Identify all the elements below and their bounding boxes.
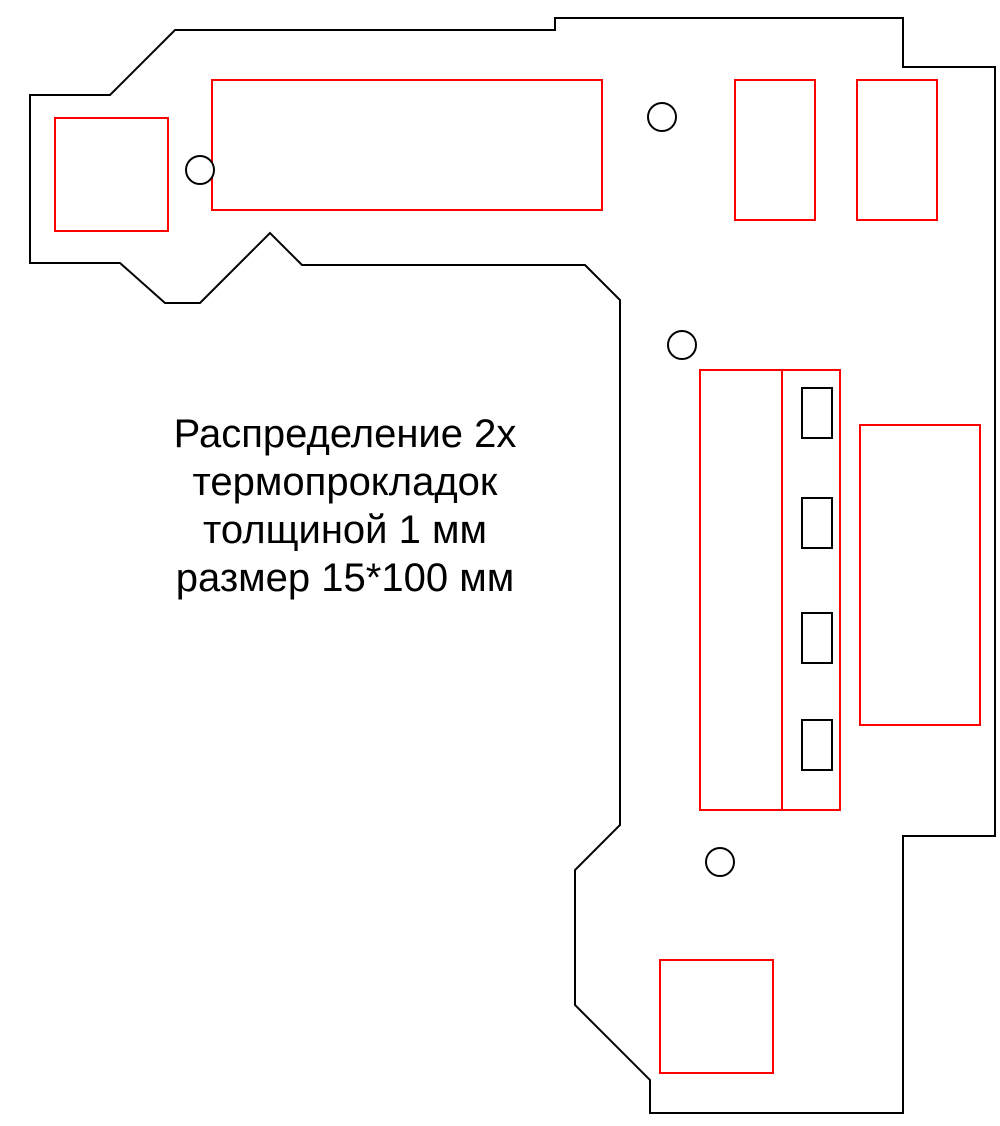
chip-4 xyxy=(802,720,832,770)
pad-top-right-2 xyxy=(857,80,937,220)
caption-text: Распределение 2х термопрокладок толщиной… xyxy=(105,410,585,602)
chip-2 xyxy=(802,498,832,548)
hole-top-right xyxy=(648,103,676,131)
pad-top-long xyxy=(212,80,602,210)
pad-top-right-1 xyxy=(735,80,815,220)
pad-right-large xyxy=(860,425,980,725)
chip-3 xyxy=(802,613,832,663)
hole-mid xyxy=(668,331,696,359)
hole-top-left xyxy=(186,156,214,184)
pad-bottom-square xyxy=(660,960,773,1073)
pad-top-left-square xyxy=(55,118,168,231)
chip-1 xyxy=(802,388,832,438)
hole-bottom xyxy=(706,848,734,876)
